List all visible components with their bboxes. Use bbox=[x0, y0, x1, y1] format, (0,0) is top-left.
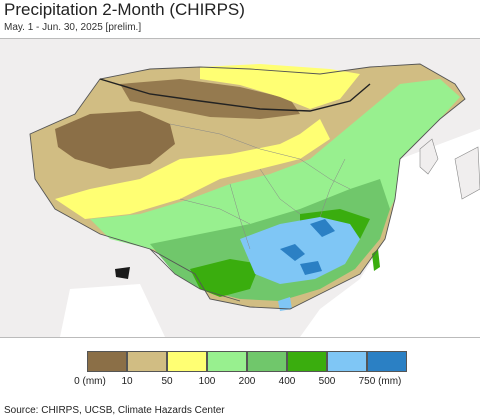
region-yellow-central bbox=[55, 119, 330, 219]
province-borders bbox=[169, 123, 351, 250]
legend-label-1: 10 bbox=[121, 376, 133, 387]
legend-bar bbox=[87, 351, 407, 372]
region-dark-green-west bbox=[190, 259, 260, 297]
region-yellow-north bbox=[200, 64, 360, 109]
legend-swatch-6 bbox=[327, 351, 367, 372]
southern-border bbox=[149, 248, 241, 302]
korea bbox=[419, 138, 439, 175]
legend-label-4: 200 bbox=[238, 376, 256, 387]
legend-label-0: 0 (mm) bbox=[74, 376, 106, 387]
legend-label-7: 750 (mm) bbox=[358, 376, 402, 387]
region-dark-blue-3 bbox=[300, 261, 322, 275]
source-credit: Source: CHIRPS, UCSB, Climate Hazards Ce… bbox=[4, 405, 225, 416]
legend-swatch-2 bbox=[167, 351, 207, 372]
region-dark-blue-2 bbox=[310, 219, 335, 237]
map-svg bbox=[0, 39, 480, 337]
map-title: Precipitation 2-Month (CHIRPS) bbox=[4, 0, 245, 19]
legend-label-2: 50 bbox=[161, 376, 173, 387]
precipitation-map bbox=[0, 38, 480, 338]
legend-swatch-5 bbox=[287, 351, 327, 372]
bay-of-bengal bbox=[60, 284, 165, 337]
map-subtitle: May. 1 - Jun. 30, 2025 [prelim.] bbox=[4, 22, 142, 33]
region-brown-tarim bbox=[55, 111, 175, 169]
legend-label-3: 100 bbox=[198, 376, 216, 387]
japan bbox=[454, 146, 480, 200]
coastal-dark-patch bbox=[115, 267, 130, 279]
country-border bbox=[29, 63, 466, 310]
legend-swatch-1 bbox=[127, 351, 167, 372]
legend-swatch-3 bbox=[207, 351, 247, 372]
region-dark-blue-1 bbox=[280, 244, 305, 261]
legend-swatch-4 bbox=[247, 351, 287, 372]
ocean bbox=[300, 129, 480, 337]
legend-label-6: 500 bbox=[318, 376, 336, 387]
hainan bbox=[278, 297, 292, 311]
legend-swatch-0 bbox=[87, 351, 127, 372]
legend-swatch-7 bbox=[367, 351, 407, 372]
mongolia-border bbox=[99, 78, 371, 112]
legend-label-5: 400 bbox=[278, 376, 296, 387]
